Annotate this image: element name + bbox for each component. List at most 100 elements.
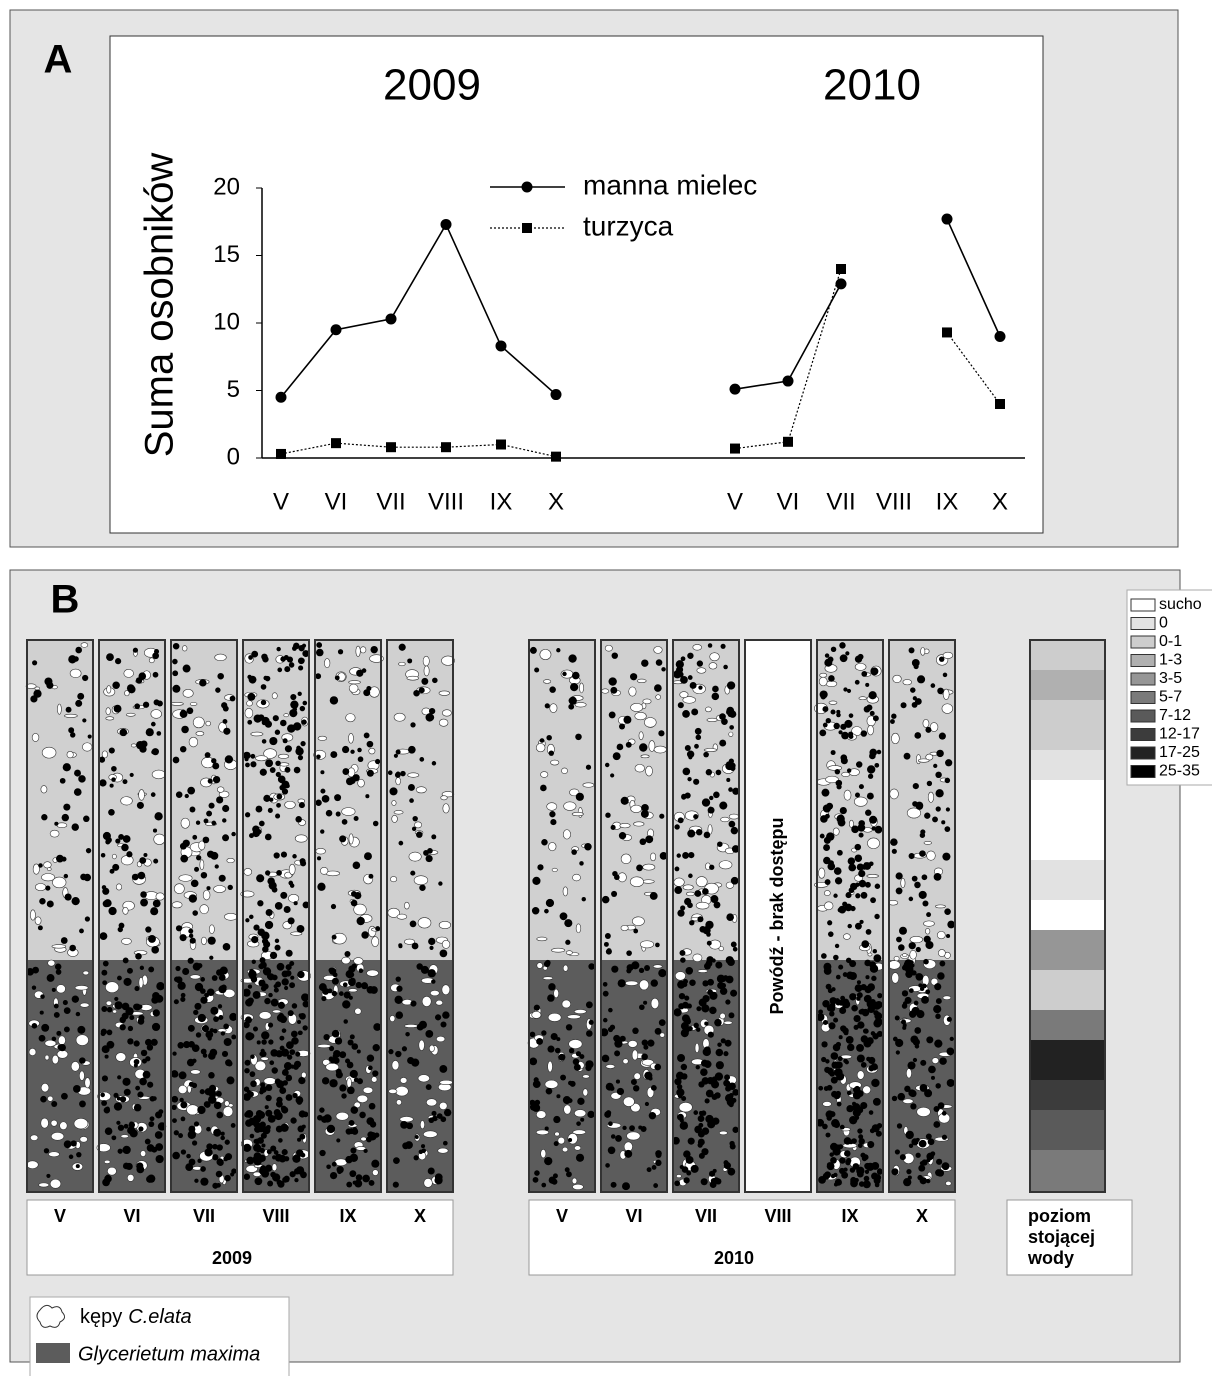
plant bbox=[726, 959, 730, 963]
map-strip bbox=[26, 640, 93, 1192]
tussock bbox=[634, 1073, 641, 1080]
plant bbox=[620, 1036, 626, 1042]
plant bbox=[871, 1031, 876, 1036]
plant bbox=[920, 1060, 926, 1066]
tussock bbox=[646, 766, 653, 776]
plant bbox=[154, 812, 162, 820]
plant bbox=[928, 1138, 935, 1145]
plant bbox=[846, 892, 852, 898]
plant bbox=[917, 675, 925, 683]
plant bbox=[931, 1076, 935, 1080]
plant bbox=[102, 980, 107, 985]
tussock bbox=[564, 1105, 571, 1114]
plant bbox=[172, 1051, 176, 1055]
plant bbox=[61, 937, 68, 944]
month-label: IX bbox=[841, 1206, 858, 1226]
tussock bbox=[272, 1010, 280, 1013]
plant bbox=[349, 1170, 356, 1177]
plant bbox=[255, 1177, 263, 1185]
plant bbox=[546, 899, 554, 907]
plant bbox=[931, 683, 936, 688]
tussock bbox=[572, 1184, 583, 1190]
plant bbox=[693, 1023, 698, 1028]
plant bbox=[342, 1000, 350, 1008]
plant bbox=[934, 1106, 940, 1112]
plant bbox=[347, 1062, 354, 1069]
plant bbox=[875, 1001, 882, 1008]
plant bbox=[641, 659, 648, 666]
plant bbox=[172, 685, 180, 693]
plant bbox=[865, 810, 871, 816]
plant bbox=[215, 687, 220, 692]
tussock bbox=[217, 787, 224, 793]
plant bbox=[129, 1122, 135, 1128]
plant bbox=[847, 1091, 852, 1096]
year-label: 2010 bbox=[714, 1248, 754, 1268]
plant bbox=[530, 647, 537, 654]
plant bbox=[140, 899, 148, 907]
tussock bbox=[44, 862, 52, 868]
tussock bbox=[123, 907, 129, 914]
tussock bbox=[397, 914, 407, 919]
plant bbox=[257, 1040, 261, 1044]
plant bbox=[711, 1077, 717, 1083]
plant bbox=[361, 982, 368, 989]
plant bbox=[326, 1164, 331, 1169]
plant bbox=[924, 936, 931, 943]
tussock bbox=[39, 1183, 49, 1187]
plant bbox=[548, 983, 555, 990]
plant bbox=[731, 942, 737, 948]
tussock bbox=[419, 1040, 425, 1051]
plant bbox=[687, 830, 695, 838]
plant bbox=[658, 730, 664, 736]
plant bbox=[697, 916, 703, 922]
plant bbox=[868, 774, 873, 779]
plant bbox=[76, 1152, 81, 1157]
plant bbox=[696, 1027, 700, 1031]
plant bbox=[849, 993, 856, 1000]
plant bbox=[248, 1091, 254, 1097]
plant bbox=[840, 807, 847, 814]
plant bbox=[315, 800, 321, 806]
tussock bbox=[400, 1077, 407, 1083]
plant bbox=[443, 1141, 448, 1146]
tussock bbox=[193, 717, 204, 728]
plant bbox=[276, 794, 282, 800]
plant bbox=[209, 803, 215, 809]
plant bbox=[906, 1169, 911, 1174]
plant bbox=[858, 870, 865, 877]
marker bbox=[730, 384, 741, 395]
plant bbox=[680, 950, 686, 956]
tussock bbox=[392, 1060, 399, 1069]
month-label: IX bbox=[339, 1206, 356, 1226]
plant bbox=[46, 1174, 50, 1178]
plant bbox=[900, 1154, 906, 1160]
marker bbox=[995, 331, 1006, 342]
plant bbox=[706, 1090, 714, 1098]
plant bbox=[688, 874, 693, 879]
plant bbox=[276, 870, 282, 876]
plant bbox=[851, 1005, 858, 1012]
water-band bbox=[1030, 670, 1105, 700]
tussock bbox=[536, 1130, 549, 1135]
tussock bbox=[408, 773, 419, 777]
marker bbox=[386, 313, 397, 324]
plant bbox=[370, 646, 377, 653]
plant bbox=[210, 1007, 218, 1015]
tussock bbox=[348, 733, 353, 743]
tussock bbox=[41, 786, 47, 794]
plant bbox=[935, 1169, 942, 1176]
plant bbox=[556, 1037, 560, 1041]
plant bbox=[916, 1138, 920, 1142]
plant bbox=[724, 1162, 731, 1169]
plant bbox=[820, 690, 828, 698]
plant bbox=[844, 1137, 852, 1145]
tussock bbox=[178, 1085, 187, 1093]
plant bbox=[946, 807, 950, 811]
plant bbox=[134, 1104, 142, 1112]
plant bbox=[867, 983, 875, 991]
y-axis-label: Suma osobników bbox=[138, 153, 182, 458]
plant bbox=[135, 1086, 140, 1091]
plant bbox=[920, 1177, 927, 1184]
plant bbox=[354, 1180, 362, 1188]
